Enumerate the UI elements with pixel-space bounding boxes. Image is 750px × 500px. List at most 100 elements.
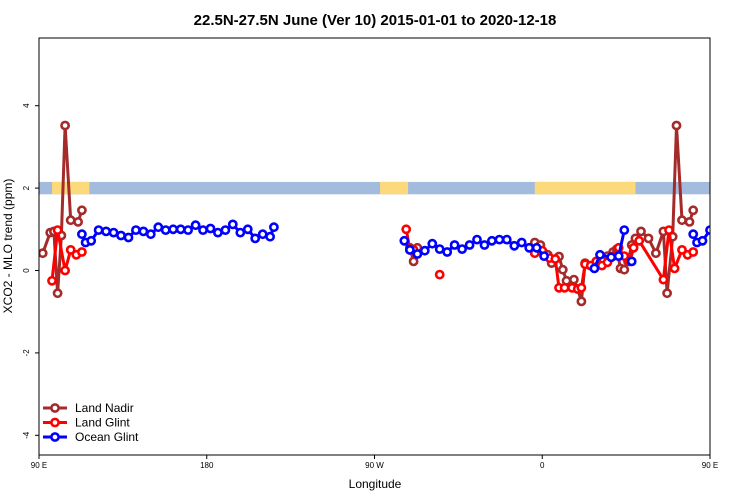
ocean-glint-point <box>509 240 520 251</box>
legend-item-ocean-glint: Ocean Glint <box>43 430 139 444</box>
x-tick-label: 90 E <box>31 461 47 470</box>
legend-swatch-point <box>50 403 60 413</box>
ocean-glint-point <box>190 220 201 231</box>
y-tick-label: -4 <box>22 431 31 439</box>
x-axis-label: Longitude <box>349 477 402 491</box>
land-nadir-point <box>677 215 687 226</box>
ocean-glint-point <box>457 244 467 254</box>
land-nadir-point <box>671 120 682 131</box>
land-nadir-point <box>39 248 48 259</box>
legend-item-land-glint: Land Glint <box>43 416 130 430</box>
ocean-glint-point <box>688 229 699 240</box>
land-nadir-point <box>636 226 646 237</box>
x-axis: 90 E 180 90 W 0 90 E <box>31 455 718 470</box>
ocean-glint-point <box>705 225 710 235</box>
x-tick-label: 180 <box>200 461 214 470</box>
ocean-glint-point <box>531 242 542 253</box>
land-band-0 <box>52 181 90 195</box>
x-tick-label: 90 W <box>365 461 384 470</box>
land-nadir-point <box>408 256 419 267</box>
ocean-glint-point <box>606 252 617 263</box>
ocean-glint-point <box>130 225 141 235</box>
ocean-glint-point <box>626 256 637 267</box>
land-nadir-point <box>576 296 587 307</box>
land-glint-point <box>634 235 645 246</box>
ocean-glint-point <box>449 240 460 250</box>
land-nadir-point <box>60 120 70 131</box>
land-glint-point <box>576 282 587 293</box>
ocean-glint-point <box>697 235 708 246</box>
series-land-nadir <box>39 120 699 307</box>
ocean-glint-point <box>93 225 104 235</box>
land-nadir-point <box>662 288 672 299</box>
ocean-glint-point <box>427 238 438 249</box>
ocean-glint-point <box>399 235 410 246</box>
land-nadir-point <box>569 274 579 285</box>
ocean-glint-point <box>589 263 600 274</box>
ocean-glint-point <box>235 227 246 238</box>
land-band-1 <box>380 181 409 195</box>
land-glint-point <box>559 282 570 293</box>
land-nadir-point <box>651 248 661 259</box>
ocean-glint-point <box>268 222 279 233</box>
ocean-glint-point <box>242 224 253 235</box>
legend-item-land-nadir: Land Nadir <box>43 401 134 415</box>
ocean-glint-point <box>168 224 179 235</box>
ocean-glint-point <box>175 224 186 235</box>
series-ocean-glint <box>77 219 710 274</box>
chart-title: 22.5N-27.5N June (Ver 10) 2015-01-01 to … <box>194 12 557 29</box>
land-glint-point <box>688 247 699 257</box>
ocean-glint-point <box>220 225 231 235</box>
land-mask-band <box>39 181 750 195</box>
land-nadir-point <box>688 205 699 216</box>
ocean-glint-point <box>198 225 208 235</box>
y-axis: 4 2 0 -2 -4 <box>22 103 39 439</box>
ocean-glint-point <box>160 225 171 235</box>
ocean-glint-point <box>183 225 193 235</box>
land-glint-point <box>77 247 87 257</box>
land-glint-point <box>401 224 412 235</box>
land-band-3 <box>714 182 750 194</box>
x-tick-label: 0 <box>540 461 545 470</box>
legend-label: Land Nadir <box>75 401 134 415</box>
ocean-glint-point <box>419 245 430 256</box>
ocean-glint-point <box>524 242 535 253</box>
ocean-glint-point <box>613 251 624 261</box>
y-tick-label: 4 <box>22 103 31 108</box>
land-glint-point <box>677 244 687 255</box>
land-band-2 <box>534 181 636 195</box>
ocean-glint-point <box>442 247 453 257</box>
y-tick-label: 2 <box>22 185 31 190</box>
land-glint-point <box>669 263 680 274</box>
y-tick-label: 0 <box>22 268 31 273</box>
ocean-glint-point <box>123 232 134 243</box>
ocean-glint-point <box>265 231 275 242</box>
ocean-glint-point <box>539 251 549 261</box>
ocean-glint-point <box>412 249 423 259</box>
ocean-glint-point <box>205 223 216 234</box>
ocean-glint-point <box>227 219 238 230</box>
land-nadir-point <box>557 264 568 275</box>
land-nadir-point <box>52 288 63 299</box>
ocean-glint-point <box>464 240 475 250</box>
plot-frame <box>38 37 711 456</box>
legend-label: Land Glint <box>75 416 130 430</box>
land-nadir-point <box>77 205 87 216</box>
land-nadir-point <box>619 264 630 275</box>
land-glint-point <box>60 265 70 276</box>
ocean-glint-point <box>486 235 497 246</box>
ocean-glint-point <box>404 244 415 255</box>
ocean-glint-point <box>479 240 490 250</box>
land-glint-point <box>664 225 674 235</box>
land-nadir-point <box>65 215 76 226</box>
legend-swatch-point <box>50 432 60 442</box>
legend-label: Ocean Glint <box>75 430 139 444</box>
series-layer <box>39 120 710 307</box>
land-glint-point <box>434 269 445 280</box>
ocean-glint-point <box>595 249 605 260</box>
land-glint-point <box>628 242 639 253</box>
land-nadir-point <box>684 216 695 227</box>
ocean-glint-point <box>472 234 482 245</box>
